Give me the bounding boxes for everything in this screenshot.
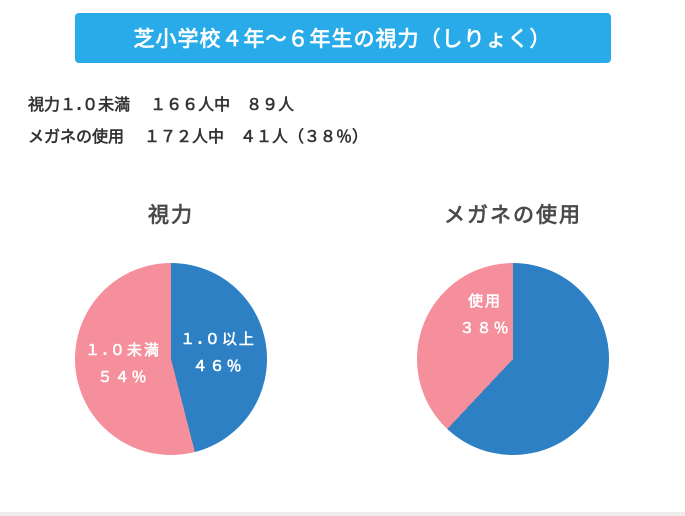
page-title: 芝小学校４年～６年生の視力（しりょく）	[133, 27, 552, 51]
chart-glasses: メガネの使用 使用 ３８％	[342, 199, 684, 455]
stat-line-glasses: メガネの使用 １７２人中 ４１人（３８％）	[28, 121, 685, 153]
stat-label-glasses: メガネの使用	[28, 127, 125, 146]
chart-title-eyesight: 視力	[148, 203, 194, 227]
charts-row: 視力 １.０未満 ５４％ １.０以上 ４６％ メガネの使用 使用 ３８％	[0, 199, 685, 455]
stat-value-glasses: １７２人中 ４１人（３８％）	[144, 127, 369, 146]
slice-pct-glasses-used: ３８％	[459, 319, 511, 337]
slice-name-under-1: １.０未満	[85, 341, 161, 359]
stat-value-vision: １６６人中 ８９人	[150, 95, 295, 114]
header-banner: 芝小学校４年～６年生の視力（しりょく）	[74, 13, 611, 63]
pie-chart-glasses: 使用 ３８％	[417, 263, 609, 455]
stat-line-vision: 視力１.０未満 １６６人中 ８９人	[28, 89, 685, 121]
slice-name-glasses-used: 使用	[467, 292, 503, 310]
pie-chart-eyesight: １.０未満 ５４％ １.０以上 ４６％	[75, 263, 267, 455]
chart-eyesight: 視力 １.０未満 ５４％ １.０以上 ４６％	[0, 199, 342, 455]
slice-label-under-1: １.０未満 ５４％	[85, 337, 161, 391]
slice-name-over-1: １.０以上	[180, 330, 256, 348]
slice-label-glasses-used: 使用 ３８％	[459, 288, 510, 342]
slice-pct-under-1: ５４％	[97, 368, 149, 386]
page-bottom-edge	[0, 512, 685, 516]
slice-pct-over-1: ４６％	[192, 357, 244, 375]
stats-block: 視力１.０未満 １６６人中 ８９人 メガネの使用 １７２人中 ４１人（３８％）	[28, 89, 685, 153]
chart-title-glasses: メガネの使用	[444, 203, 582, 227]
stat-label-vision: 視力１.０未満	[28, 95, 131, 114]
slice-label-over-1: １.０以上 ４６％	[180, 326, 256, 380]
